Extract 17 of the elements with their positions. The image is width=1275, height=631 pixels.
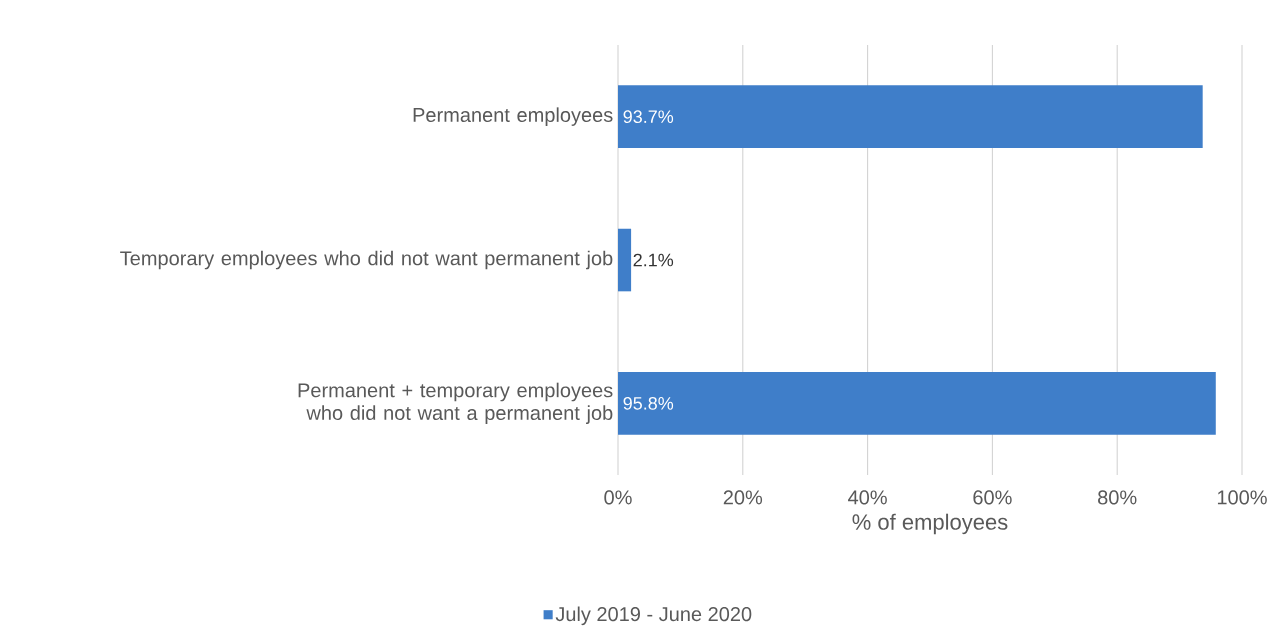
x-axis-title: % of employees xyxy=(852,513,1008,535)
x-tick-label: 20% xyxy=(723,490,763,505)
y-tick-label: Temporary employees who did not want permanent job xyxy=(120,250,613,270)
y-tick-label: Permanent employees xyxy=(413,107,613,126)
data-label: 2.1% xyxy=(633,253,674,267)
x-tick-label: 80% xyxy=(1098,490,1137,505)
bar xyxy=(618,228,632,292)
bar xyxy=(618,372,1216,435)
x-tick-label: 40% xyxy=(848,490,887,505)
legend-label: July 2019 - June 2020 xyxy=(555,606,752,626)
data-label: 93.7% xyxy=(623,110,674,124)
x-tick-label: 100% xyxy=(1217,490,1267,505)
bar xyxy=(618,85,1203,148)
y-tick-label: Permanent + temporary employees who did not want a permanent job xyxy=(298,382,613,424)
x-tick-label: 60% xyxy=(973,490,1012,505)
data-label: 95.8% xyxy=(623,396,674,410)
x-tick-label: 0% xyxy=(604,490,632,505)
